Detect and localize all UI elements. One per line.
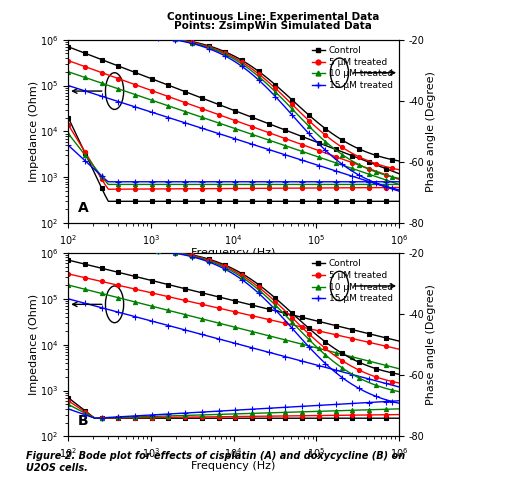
- Y-axis label: Impedance (Ohm): Impedance (Ohm): [29, 81, 39, 182]
- Text: Continuous Line: Experimental Data: Continuous Line: Experimental Data: [167, 12, 379, 22]
- Y-axis label: Phase angle (Degree): Phase angle (Degree): [426, 71, 436, 192]
- Text: B: B: [78, 415, 89, 429]
- Y-axis label: Impedance (Ohm): Impedance (Ohm): [29, 294, 39, 395]
- X-axis label: Frequency (Hz): Frequency (Hz): [192, 248, 276, 258]
- Text: Figure 2. Bode plot for effects of cisplatin (A) and doxycycline (B) on
U2OS cel: Figure 2. Bode plot for effects of cispl…: [26, 451, 405, 473]
- Y-axis label: Phase angle (Degree): Phase angle (Degree): [426, 284, 436, 405]
- Legend: Control, 5 μM treated, 10 μM treated, 15 μM treated: Control, 5 μM treated, 10 μM treated, 15…: [310, 257, 394, 305]
- X-axis label: Frequency (Hz): Frequency (Hz): [192, 461, 276, 471]
- Text: A: A: [78, 201, 89, 215]
- Text: Points: ZsimpWin Simulated Data: Points: ZsimpWin Simulated Data: [174, 21, 372, 31]
- Legend: Control, 5 μM treated, 10 μM treated, 15 μM treated: Control, 5 μM treated, 10 μM treated, 15…: [310, 44, 394, 92]
